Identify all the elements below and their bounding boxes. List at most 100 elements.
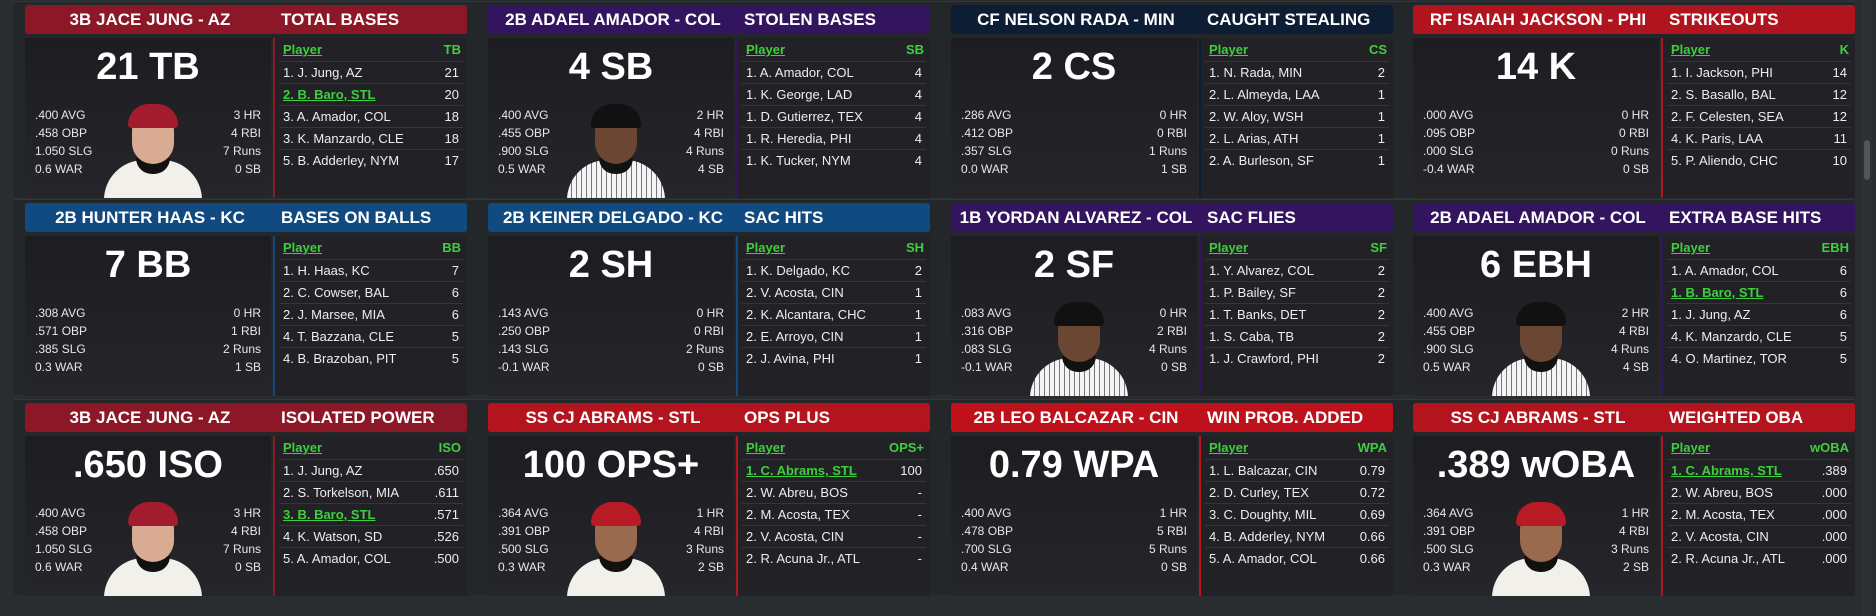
player-column-header[interactable]: Player xyxy=(746,240,786,255)
player-column-header[interactable]: Player xyxy=(283,440,323,455)
player-column-header[interactable]: Player xyxy=(1209,240,1249,255)
scrollbar[interactable] xyxy=(1862,0,1872,616)
row-player[interactable]: 1. L. Balcazar, CIN xyxy=(1209,463,1318,478)
row-player[interactable]: 1. D. Gutierrez, TEX xyxy=(746,109,863,124)
table-row[interactable]: 2. D. Curley, TEX 0.72 xyxy=(1205,481,1389,503)
player-column-header[interactable]: Player xyxy=(1671,42,1711,57)
leader-card[interactable]: RF ISAIAH JACKSON - PHI STRIKEOUTS 14 K .00… xyxy=(1413,5,1855,198)
table-row[interactable]: 2. K. Alcantara, CHC 1 xyxy=(742,303,926,325)
table-row[interactable]: 4. B. Adderley, NYM 0.66 xyxy=(1205,525,1389,547)
leader-card[interactable]: 3B JACE JUNG - AZ ISOLATED POWER .650 ISO.… xyxy=(25,403,467,596)
table-row[interactable]: 2. L. Arias, ATH 1 xyxy=(1205,127,1389,149)
row-player[interactable]: 2. B. Baro, STL xyxy=(283,87,376,102)
row-player[interactable]: 2. K. Alcantara, CHC xyxy=(746,307,866,322)
table-row[interactable]: 1. J. Jung, AZ 21 xyxy=(279,61,463,83)
leader-card[interactable]: 1B YORDAN ALVAREZ - COL SAC FLIES 2 SF .083… xyxy=(951,203,1393,396)
row-player[interactable]: 4. K. Paris, LAA xyxy=(1671,131,1763,146)
player-name[interactable]: RF ISAIAH JACKSON - PHI xyxy=(1429,10,1647,29)
table-row[interactable]: 3. K. Manzardo, CLE 18 xyxy=(279,127,463,149)
table-row[interactable]: 1. B. Baro, STL 6 xyxy=(1667,281,1851,303)
row-player[interactable]: 2. F. Celesten, SEA xyxy=(1671,109,1784,124)
table-row[interactable]: 1. C. Abrams, STL .389 xyxy=(1667,459,1851,481)
row-player[interactable]: 2. S. Torkelson, MIA xyxy=(283,485,400,500)
row-player[interactable]: 2. J. Marsee, MIA xyxy=(283,307,385,322)
scrollbar-thumb[interactable] xyxy=(1864,140,1870,180)
table-row[interactable]: 1. I. Jackson, PHI 14 xyxy=(1667,61,1851,83)
row-player[interactable]: 1. I. Jackson, PHI xyxy=(1671,65,1773,80)
row-player[interactable]: 4. K. Watson, SD xyxy=(283,529,383,544)
table-row[interactable]: 1. D. Gutierrez, TEX 4 xyxy=(742,105,926,127)
row-player[interactable]: 2. C. Cowser, BAL xyxy=(283,285,390,300)
row-player[interactable]: 4. K. Manzardo, CLE xyxy=(1671,329,1792,344)
player-column-header[interactable]: Player xyxy=(746,42,786,57)
stat-column-header[interactable]: BB xyxy=(442,240,461,255)
row-player[interactable]: 2. W. Abreu, BOS xyxy=(1671,485,1773,500)
table-row[interactable]: 2. R. Acuna Jr., ATL .000 xyxy=(1667,547,1851,569)
row-player[interactable]: 1. A. Amador, COL xyxy=(746,65,854,80)
player-name[interactable]: 2B ADAEL AMADOR - COL xyxy=(1430,208,1646,227)
player-column-header[interactable]: Player xyxy=(1671,240,1711,255)
row-player[interactable]: 2. M. Acosta, TEX xyxy=(746,507,850,522)
table-row[interactable]: 1. N. Rada, MIN 2 xyxy=(1205,61,1389,83)
table-row[interactable]: 2. M. Acosta, TEX - xyxy=(742,503,926,525)
stat-column-header[interactable]: SB xyxy=(905,42,924,57)
table-row[interactable]: 2. S. Torkelson, MIA .611 xyxy=(279,481,463,503)
row-player[interactable]: 1. Y. Alvarez, COL xyxy=(1209,263,1315,278)
table-row[interactable]: 5. P. Aliendo, CHC 10 xyxy=(1667,149,1851,171)
table-row[interactable]: 3. B. Baro, STL .571 xyxy=(279,503,463,525)
leader-card[interactable]: CF NELSON RADA - MIN CAUGHT STEALING 2 CS.… xyxy=(951,5,1393,198)
table-row[interactable]: 1. P. Bailey, SF 2 xyxy=(1205,281,1389,303)
row-player[interactable]: 1. T. Banks, DET xyxy=(1209,307,1307,322)
stat-column-header[interactable]: SF xyxy=(1370,240,1387,255)
table-row[interactable]: 1. H. Haas, KC 7 xyxy=(279,259,463,281)
table-row[interactable]: 1. J. Jung, AZ .650 xyxy=(279,459,463,481)
row-player[interactable]: 1. K. Tucker, NYM xyxy=(746,153,851,168)
table-row[interactable]: 4. T. Bazzana, CLE 5 xyxy=(279,325,463,347)
row-player[interactable]: 1. A. Amador, COL xyxy=(1671,263,1779,278)
table-row[interactable]: 3. A. Amador, COL 18 xyxy=(279,105,463,127)
player-name[interactable]: 2B KEINER DELGADO - KC xyxy=(502,208,724,227)
leader-card[interactable]: 2B LEO BALCAZAR - CIN WIN PROB. ADDED 0.79… xyxy=(951,403,1393,596)
row-player[interactable]: 1. J. Jung, AZ xyxy=(283,463,363,478)
row-player[interactable]: 2. R. Acuna Jr., ATL xyxy=(746,551,860,566)
table-row[interactable]: 1. R. Heredia, PHI 4 xyxy=(742,127,926,149)
table-row[interactable]: 1. A. Amador, COL 6 xyxy=(1667,259,1851,281)
table-row[interactable]: 5. A. Amador, COL 0.66 xyxy=(1205,547,1389,569)
row-player[interactable]: 2. D. Curley, TEX xyxy=(1209,485,1309,500)
table-row[interactable]: 2. F. Celesten, SEA 12 xyxy=(1667,105,1851,127)
player-name[interactable]: 2B LEO BALCAZAR - CIN xyxy=(973,408,1179,427)
row-player[interactable]: 1. R. Heredia, PHI xyxy=(746,131,852,146)
table-row[interactable]: 4. O. Martinez, TOR 5 xyxy=(1667,347,1851,369)
player-name[interactable]: CF NELSON RADA - MIN xyxy=(977,10,1175,29)
row-player[interactable]: 3. C. Doughty, MIL xyxy=(1209,507,1317,522)
table-row[interactable]: 2. J. Avina, PHI 1 xyxy=(742,347,926,369)
player-column-header[interactable]: Player xyxy=(283,240,323,255)
player-column-header[interactable]: Player xyxy=(1671,440,1711,455)
row-player[interactable]: 2. W. Abreu, BOS xyxy=(746,485,848,500)
table-row[interactable]: 1. T. Banks, DET 2 xyxy=(1205,303,1389,325)
table-row[interactable]: 1. K. Delgado, KC 2 xyxy=(742,259,926,281)
row-player[interactable]: 2. L. Arias, ATH xyxy=(1209,131,1299,146)
row-player[interactable]: 2. E. Arroyo, CIN xyxy=(746,329,844,344)
row-player[interactable]: 5. P. Aliendo, CHC xyxy=(1671,153,1778,168)
row-player[interactable]: 5. A. Amador, COL xyxy=(1209,551,1317,566)
player-column-header[interactable]: Player xyxy=(1209,42,1249,57)
row-player[interactable]: 4. B. Brazoban, PIT xyxy=(283,351,397,366)
table-row[interactable]: 3. C. Doughty, MIL 0.69 xyxy=(1205,503,1389,525)
row-player[interactable]: 1. P. Bailey, SF xyxy=(1209,285,1296,300)
leader-card[interactable]: 2B HUNTER HAAS - KC BASES ON BALLS 7 BB .30… xyxy=(25,203,467,396)
row-player[interactable]: 3. A. Amador, COL xyxy=(283,109,391,124)
stat-column-header[interactable]: CS xyxy=(1368,42,1387,57)
player-name[interactable]: 3B JACE JUNG - AZ xyxy=(69,10,231,29)
player-column-header[interactable]: Player xyxy=(283,42,323,57)
table-row[interactable]: 5. B. Adderley, NYM 17 xyxy=(279,149,463,171)
table-row[interactable]: 1. C. Abrams, STL 100 xyxy=(742,459,926,481)
row-player[interactable]: 1. S. Caba, TB xyxy=(1209,329,1295,344)
table-row[interactable]: 1. A. Amador, COL 4 xyxy=(742,61,926,83)
player-column-header[interactable]: Player xyxy=(1209,440,1249,455)
table-row[interactable]: 2. L. Almeyda, LAA 1 xyxy=(1205,83,1389,105)
row-player[interactable]: 3. K. Manzardo, CLE xyxy=(283,131,404,146)
row-player[interactable]: 1. J. Crawford, PHI xyxy=(1209,351,1319,366)
row-player[interactable]: 5. A. Amador, COL xyxy=(283,551,391,566)
row-player[interactable]: 4. O. Martinez, TOR xyxy=(1671,351,1787,366)
